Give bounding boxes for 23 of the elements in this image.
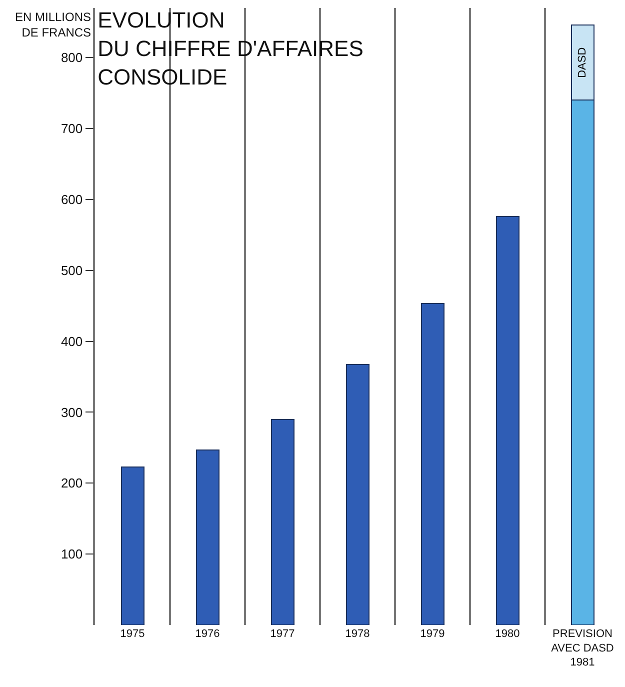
bar [120,466,144,625]
y-tick-label: 300 [60,404,83,420]
y-tick-label: 600 [60,192,83,208]
x-tick-label: 1975 [120,628,145,640]
y-tick-label: 400 [60,334,83,349]
x-tick-label: 1977 [270,628,295,640]
bar [420,303,444,625]
x-tick-label: 1979 [420,628,445,640]
series-label: DASD [576,47,588,78]
bar [346,364,370,625]
y-tick-label: 800 [60,50,83,66]
y-tick-label: 700 [60,121,83,136]
y-tick-label: 200 [60,476,83,491]
x-tick-label: PREVISION AVEC DASD 1981 [551,628,614,669]
x-tick-label: 1978 [345,628,370,640]
x-tick-label: 1980 [495,628,520,640]
y-axis-title: EN MILLIONS DE FRANCS [15,10,92,40]
x-tick-label: 1976 [195,628,220,640]
bar [196,449,220,625]
y-tick-label: 100 [60,546,83,562]
y-tick-label: 500 [60,262,83,278]
bar [270,418,294,625]
bar [496,216,520,625]
